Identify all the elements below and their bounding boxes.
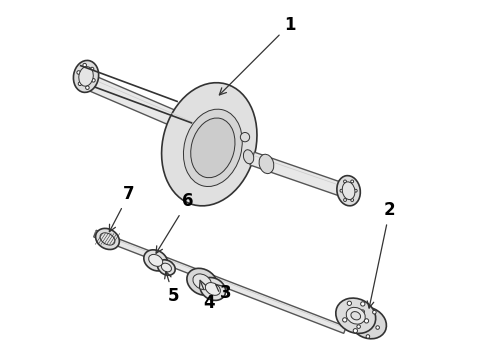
Circle shape [361,302,365,306]
Text: 2: 2 [367,201,395,308]
Ellipse shape [183,109,242,186]
Circle shape [78,82,82,86]
Circle shape [77,71,80,74]
Ellipse shape [191,118,235,178]
Polygon shape [250,152,347,197]
Ellipse shape [259,154,274,174]
Ellipse shape [351,312,361,320]
Ellipse shape [79,67,93,86]
Ellipse shape [244,150,254,164]
Ellipse shape [346,307,365,324]
Ellipse shape [162,83,257,206]
Circle shape [357,325,361,328]
Ellipse shape [144,250,168,271]
Ellipse shape [342,182,355,199]
Ellipse shape [96,228,120,249]
Circle shape [343,180,346,183]
Text: 4: 4 [199,280,215,312]
Ellipse shape [336,298,376,333]
Ellipse shape [187,268,218,295]
Ellipse shape [205,283,221,295]
Circle shape [372,310,376,314]
Circle shape [343,199,346,202]
Text: 6: 6 [156,193,194,253]
Ellipse shape [350,307,387,339]
Circle shape [347,301,351,305]
Circle shape [241,132,249,142]
Text: 3: 3 [216,284,231,302]
Polygon shape [94,230,346,333]
Text: 7: 7 [109,185,135,232]
Ellipse shape [148,255,163,266]
Circle shape [351,180,354,183]
Circle shape [343,318,347,322]
Circle shape [365,319,368,323]
Circle shape [351,199,354,202]
Ellipse shape [337,176,360,206]
Circle shape [361,310,365,314]
Ellipse shape [200,278,225,300]
Circle shape [354,189,357,192]
Polygon shape [81,73,213,141]
Text: 5: 5 [165,271,179,305]
Ellipse shape [193,274,211,290]
Circle shape [353,329,358,333]
Circle shape [92,78,95,82]
Ellipse shape [74,60,98,93]
Ellipse shape [158,260,175,275]
Circle shape [83,63,86,67]
Ellipse shape [161,263,172,272]
Circle shape [340,189,343,192]
Circle shape [86,86,89,89]
Circle shape [366,335,369,338]
Circle shape [376,326,379,329]
Circle shape [90,67,94,71]
Text: 1: 1 [220,15,295,95]
Ellipse shape [100,233,115,245]
